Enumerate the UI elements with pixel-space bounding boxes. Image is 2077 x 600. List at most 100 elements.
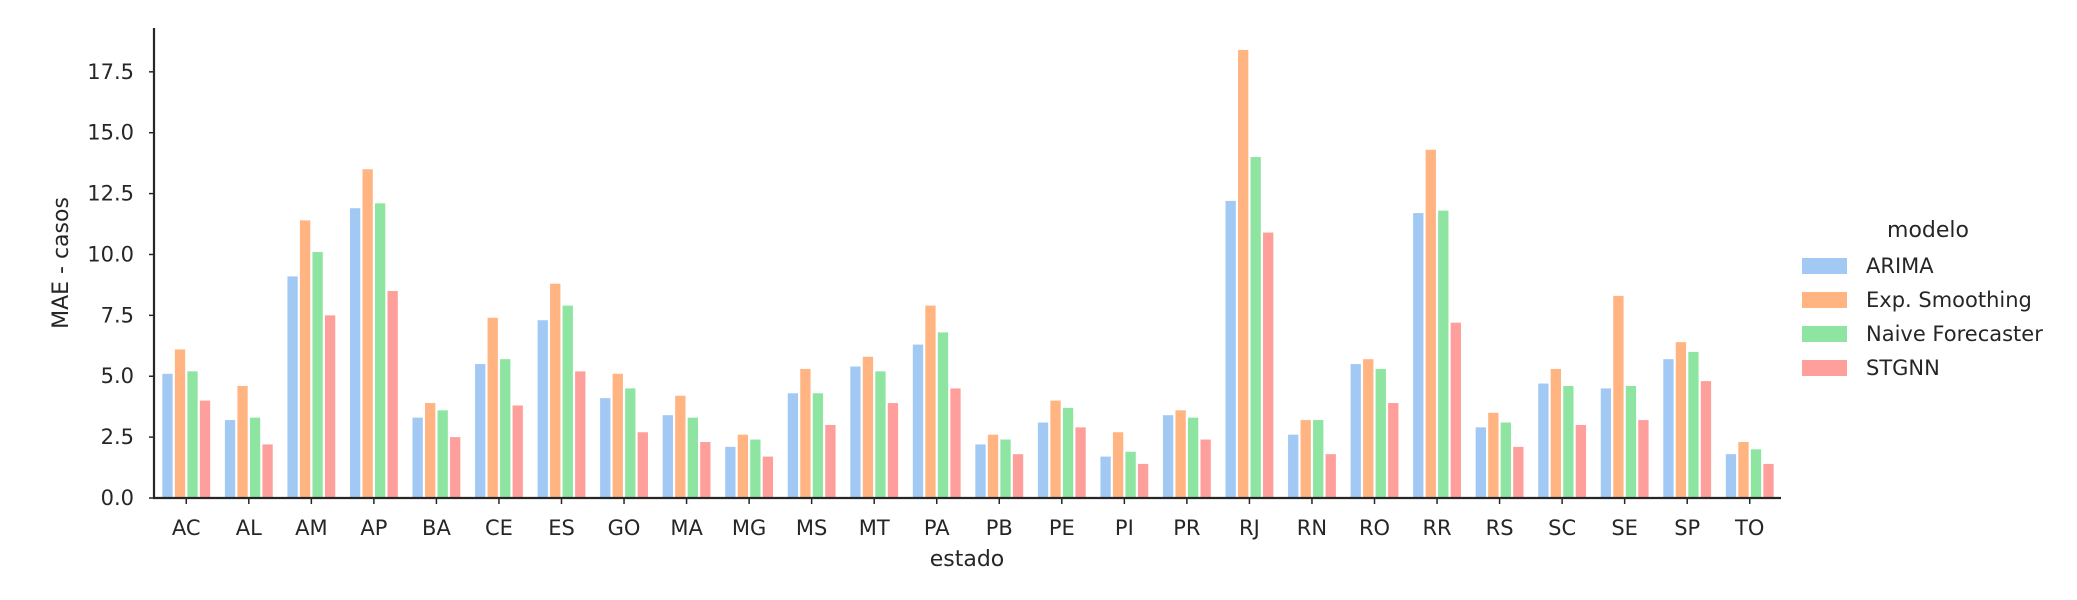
x-tick-label: PB <box>986 516 1013 540</box>
bar-RS-naive-forecaster <box>1500 422 1511 498</box>
bar-BA-exp-smoothing <box>425 403 436 498</box>
bar-SP-arima <box>1663 359 1674 498</box>
legend-swatch <box>1802 326 1847 342</box>
bar-RJ-exp-smoothing <box>1238 49 1249 499</box>
bar-PA-stgnn <box>950 388 961 498</box>
bar-PB-exp-smoothing <box>987 434 999 498</box>
bar-RO-arima <box>1350 364 1361 498</box>
bar-MG-arima <box>725 446 736 498</box>
bar-MS-exp-smoothing <box>800 368 811 498</box>
bar-MG-exp-smoothing <box>737 434 749 498</box>
bar-PE-arima <box>1037 422 1049 498</box>
legend-swatch <box>1802 292 1847 308</box>
bar-AM-naive-forecaster <box>312 252 323 498</box>
bar-AL-stgnn <box>262 444 273 498</box>
y-tick-label: 10.0 <box>87 242 134 266</box>
bar-SE-arima <box>1600 388 1612 498</box>
bar-AM-arima <box>287 276 298 498</box>
x-tick-label: MT <box>859 516 890 540</box>
bar-PI-naive-forecaster <box>1125 451 1136 498</box>
bar-PI-arima <box>1100 456 1111 498</box>
bar-SP-exp-smoothing <box>1675 342 1687 498</box>
bar-RR-stgnn <box>1450 322 1461 498</box>
x-tick-label: PE <box>1049 516 1075 540</box>
bar-RJ-naive-forecaster <box>1250 157 1261 498</box>
bar-SC-arima <box>1538 383 1549 498</box>
bar-SP-stgnn <box>1700 381 1712 498</box>
bar-AP-exp-smoothing <box>362 169 373 499</box>
legend-label: ARIMA <box>1866 254 1934 278</box>
bar-RS-stgnn <box>1513 446 1524 498</box>
bar-PI-exp-smoothing <box>1112 432 1124 498</box>
bar-MA-naive-forecaster <box>687 417 698 498</box>
x-tick-label: PI <box>1115 516 1134 540</box>
bar-MT-naive-forecaster <box>875 371 886 498</box>
bar-RO-exp-smoothing <box>1363 359 1374 498</box>
bar-MA-stgnn <box>700 441 711 498</box>
bar-SC-stgnn <box>1575 424 1587 498</box>
bar-BA-naive-forecaster <box>437 410 448 498</box>
bar-PA-exp-smoothing <box>925 305 936 498</box>
x-tick-label: AM <box>295 516 327 540</box>
bar-PR-arima <box>1162 415 1174 498</box>
bar-AM-exp-smoothing <box>299 220 311 498</box>
bar-BA-stgnn <box>450 437 461 498</box>
x-tick-label: AC <box>172 516 201 540</box>
bar-PB-stgnn <box>1012 454 1024 498</box>
bar-PA-arima <box>912 344 924 498</box>
bar-AC-arima <box>162 373 173 498</box>
legend-title: modelo <box>1887 218 1969 243</box>
y-tick-label: 15.0 <box>87 121 134 145</box>
bar-RO-stgnn <box>1388 403 1399 498</box>
x-tick-label: MA <box>670 516 703 540</box>
x-tick-label: MS <box>796 516 827 540</box>
bar-RN-arima <box>1288 434 1299 498</box>
x-tick-label: RO <box>1359 516 1390 540</box>
y-tick-label: 2.5 <box>101 425 134 449</box>
bar-ES-naive-forecaster <box>562 305 573 498</box>
bar-PB-arima <box>975 444 986 498</box>
bar-PA-naive-forecaster <box>937 332 949 498</box>
bar-TO-naive-forecaster <box>1750 449 1762 498</box>
bar-CE-naive-forecaster <box>500 359 511 498</box>
bar-CE-arima <box>475 364 486 498</box>
legend: modelo ARIMA Exp. Smoothing Naive Forecast… <box>1802 218 2043 380</box>
bar-RJ-arima <box>1225 200 1236 498</box>
bar-AP-stgnn <box>387 291 398 498</box>
bar-GO-stgnn <box>637 432 648 498</box>
bar-RS-arima <box>1475 427 1486 498</box>
bar-MS-stgnn <box>825 424 836 498</box>
bar-SE-naive-forecaster <box>1625 385 1637 498</box>
bar-RN-exp-smoothing <box>1300 420 1311 498</box>
legend-label: Naive Forecaster <box>1866 322 2043 346</box>
x-tick-label: ES <box>548 516 575 540</box>
bar-GO-arima <box>600 398 611 498</box>
x-tick-label: RJ <box>1239 516 1260 540</box>
bar-PE-exp-smoothing <box>1050 400 1061 498</box>
bar-RO-naive-forecaster <box>1375 368 1386 498</box>
bar-RJ-stgnn <box>1263 232 1274 498</box>
bar-PR-stgnn <box>1200 439 1211 498</box>
bar-SE-exp-smoothing <box>1613 295 1624 498</box>
y-tick-label: 0.0 <box>101 486 134 510</box>
legend-swatch <box>1802 258 1847 274</box>
bar-RN-stgnn <box>1325 454 1336 498</box>
x-tick-label: PR <box>1173 516 1200 540</box>
x-tick-label: PA <box>924 516 950 540</box>
bar-PE-stgnn <box>1075 427 1086 498</box>
x-tick-label: SC <box>1548 516 1576 540</box>
bar-PB-naive-forecaster <box>1000 439 1011 498</box>
bar-CE-stgnn <box>512 405 523 498</box>
bar-ES-stgnn <box>575 371 586 498</box>
bar-MG-stgnn <box>762 456 774 498</box>
y-ticks: 0.0 2.5 5.0 7.5 10.0 12.5 15.0 17.5 <box>87 60 155 510</box>
x-tick-label: BA <box>422 516 451 540</box>
x-tick-label: SP <box>1674 516 1700 540</box>
bar-MG-naive-forecaster <box>750 439 761 498</box>
bar-TO-exp-smoothing <box>1738 441 1749 498</box>
bar-SP-naive-forecaster <box>1688 351 1699 498</box>
bar-MT-arima <box>850 366 861 498</box>
bar-AL-exp-smoothing <box>237 385 248 498</box>
x-ticks: AC AL AM AP BA CE ES GO MA MG MS MT PA PB PE PI PR RJ RN RO… <box>172 498 1764 540</box>
